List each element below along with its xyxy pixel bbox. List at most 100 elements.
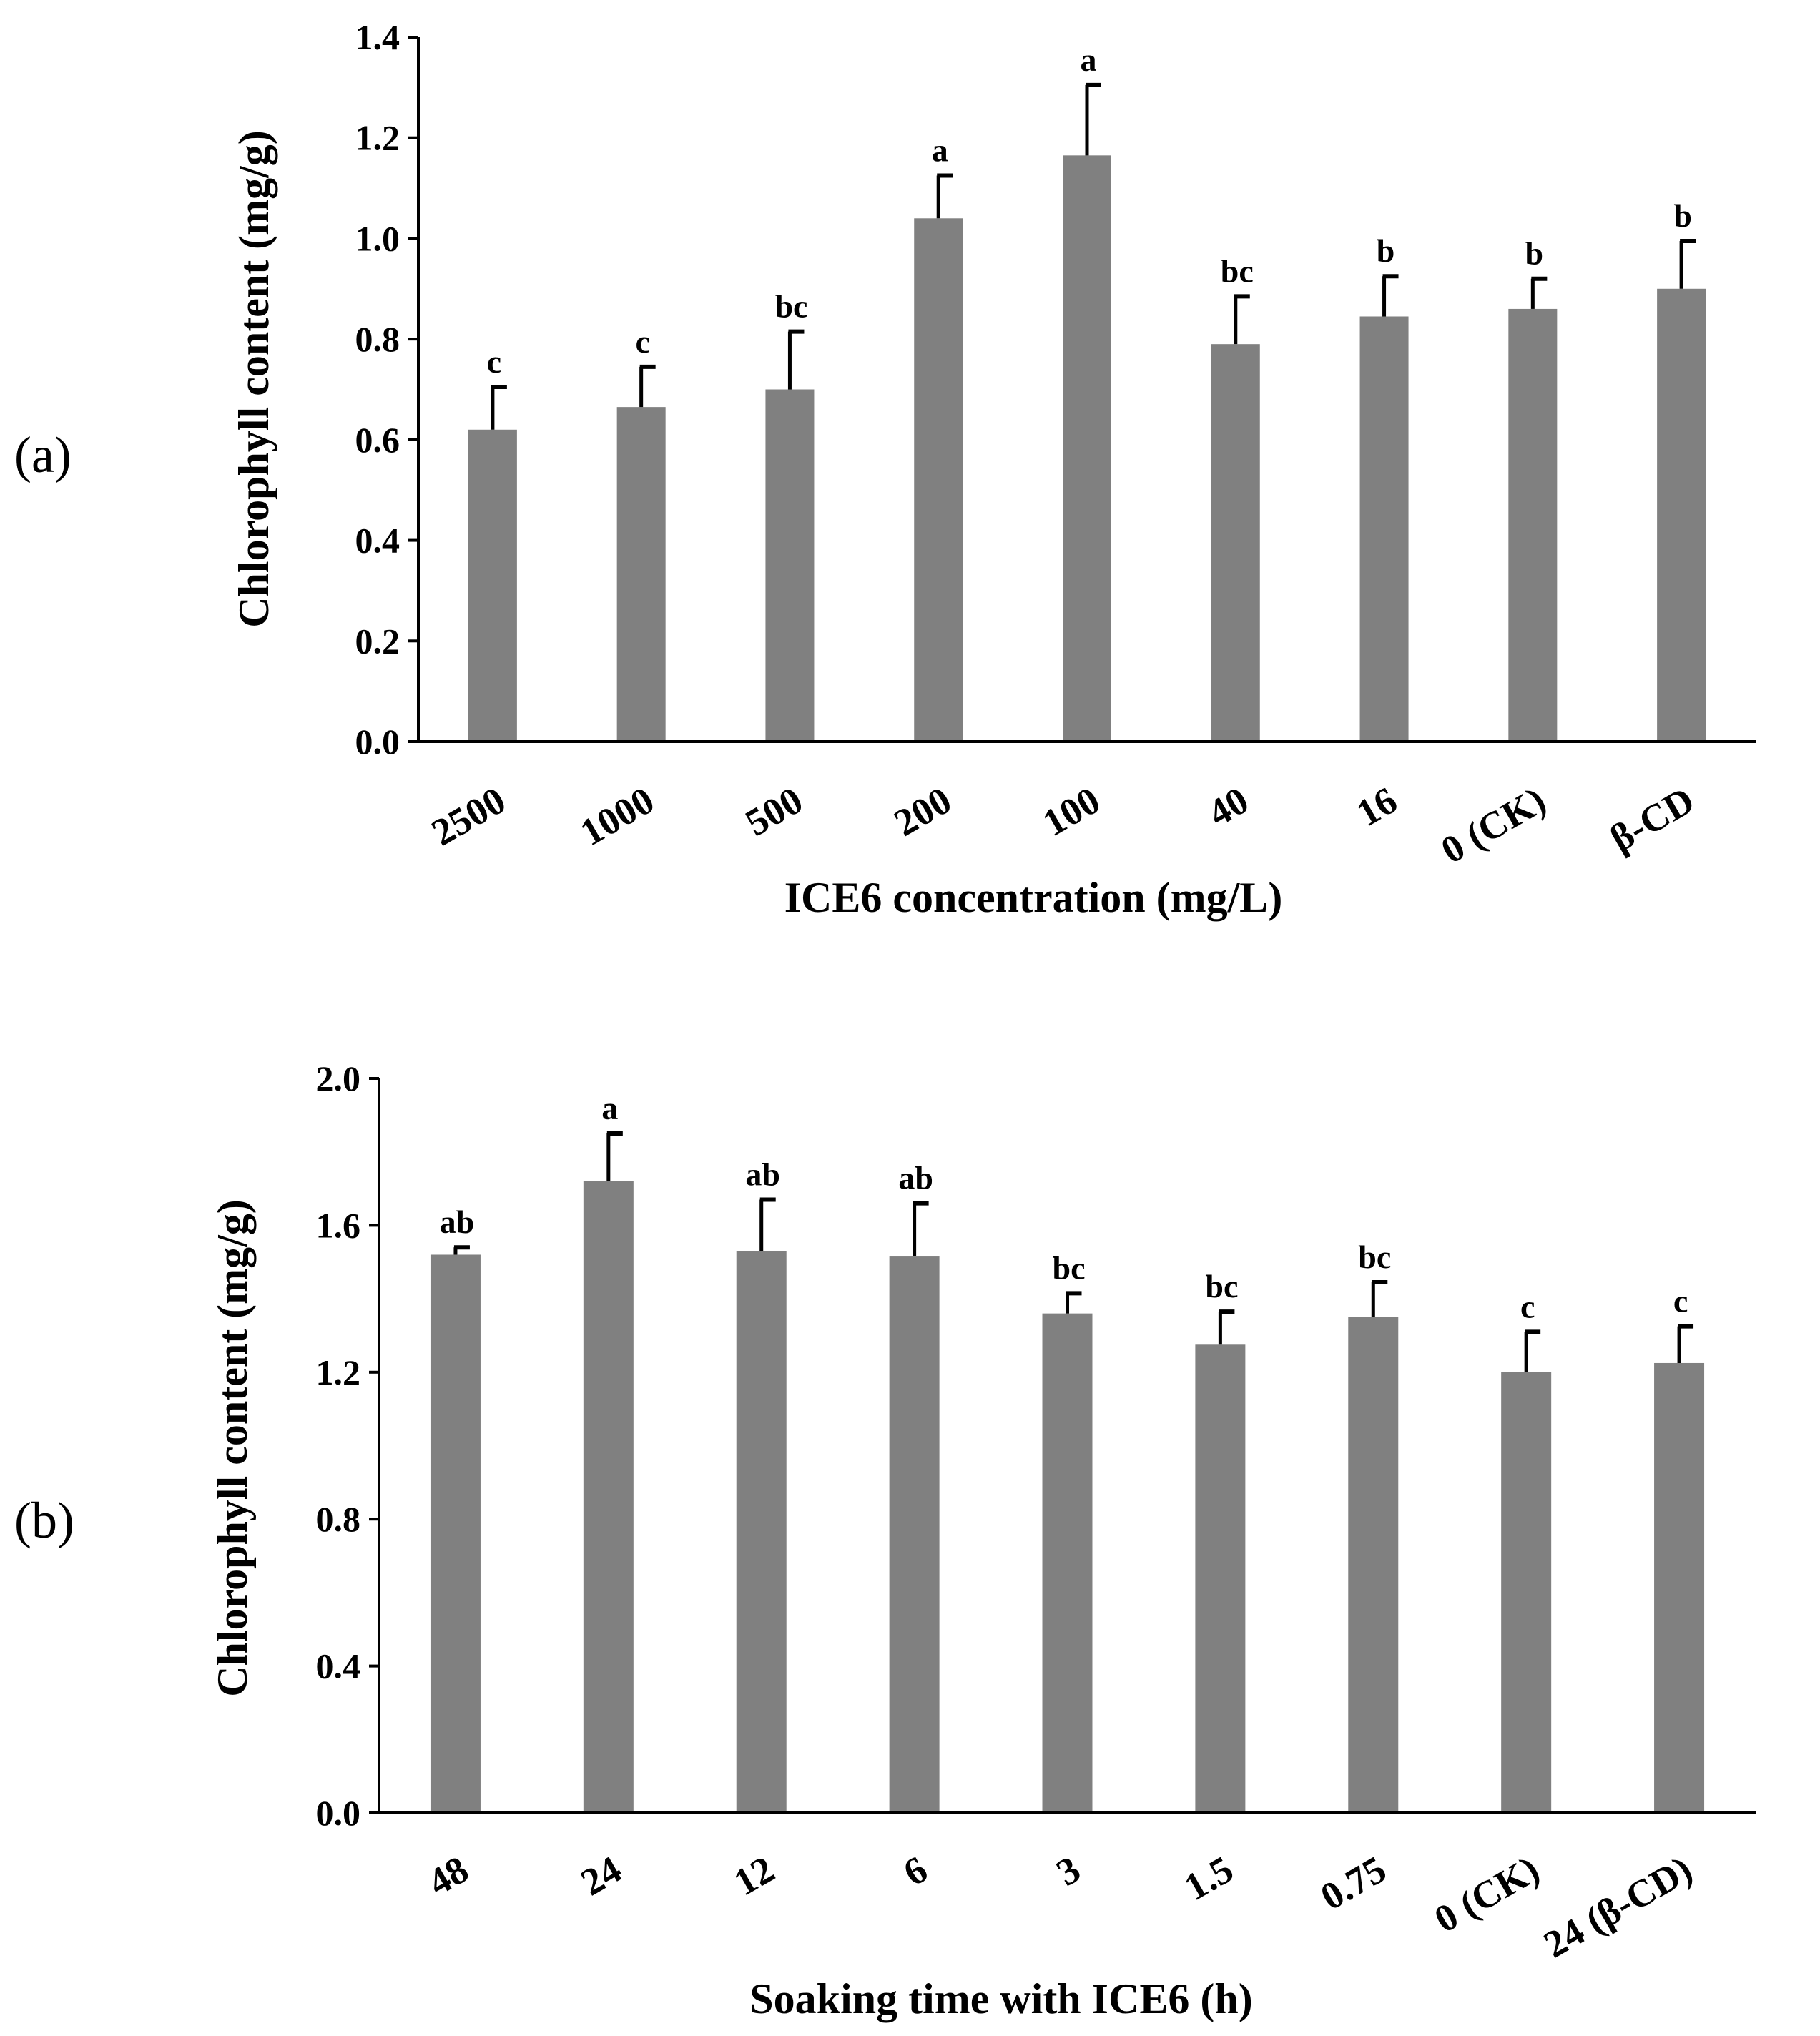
y-tick-label: 0.2 — [355, 621, 400, 661]
error-bar — [759, 1197, 776, 1251]
significance-label: a — [932, 132, 948, 168]
x-tick-label: 1.5 — [1177, 1847, 1240, 1909]
error-bar — [936, 173, 953, 219]
significance-label: a — [601, 1090, 618, 1126]
x-tick-label: 0.75 — [1313, 1847, 1393, 1918]
x-tick-labels-b: 48 24 12 6 3 1.5 0.75 0 (CK)24 (β-CD) — [420, 1847, 1699, 1966]
bar — [765, 389, 815, 742]
significance-label: ab — [440, 1204, 475, 1240]
bar — [1654, 1362, 1705, 1813]
bar — [1195, 1344, 1246, 1813]
error-bar — [1085, 82, 1101, 156]
bar — [1211, 344, 1260, 742]
x-tick-label: 500 — [738, 778, 810, 844]
y-tick-label: 1.4 — [355, 17, 400, 57]
error-bar — [1677, 1324, 1694, 1363]
bar — [914, 218, 963, 742]
bar — [583, 1181, 634, 1813]
y-tick-label: 0.4 — [355, 521, 400, 561]
x-axis-title-b: Soaking time with ICE6 (h) — [749, 1975, 1252, 2022]
error-bar — [606, 1131, 623, 1181]
y-tick-label: 1.6 — [316, 1205, 361, 1245]
significance-label: c — [1520, 1288, 1535, 1324]
x-tick-labels-a: 2500 1000 500 200 100 40 16 0 (CK) β-CD — [424, 778, 1701, 872]
bar — [1359, 316, 1409, 742]
significance-label: bc — [1053, 1249, 1086, 1286]
x-tick-label: 24 (β-CD) — [1537, 1847, 1699, 1966]
bar — [1657, 288, 1706, 742]
y-axis-title-a: Chlorophyll content (mg/g) — [230, 130, 277, 628]
y-axis-title-b: Chlorophyll content (mg/g) — [209, 1199, 256, 1697]
error-bar — [1066, 1291, 1082, 1314]
error-bar — [1382, 274, 1399, 317]
significance-label: b — [1673, 197, 1692, 234]
significance-label: a — [1081, 41, 1097, 78]
y-tick-label: 0.0 — [316, 1793, 361, 1833]
bar — [1063, 155, 1111, 742]
error-bar — [1234, 294, 1250, 345]
x-tick-label: 2500 — [424, 778, 513, 854]
significance-label: ab — [745, 1156, 780, 1192]
x-tick-label: 1000 — [573, 778, 661, 854]
bar — [430, 1254, 481, 1813]
y-tick-label: 1.2 — [355, 118, 400, 158]
y-tick-label: 1.2 — [316, 1352, 361, 1392]
significance-label: b — [1525, 235, 1544, 272]
error-bar — [787, 329, 805, 390]
panel-label-b: (b) — [14, 1492, 74, 1549]
error-bar — [913, 1201, 929, 1257]
y-ticks-b: 0.0 0.4 0.8 1.2 1.6 2.0 — [316, 1058, 379, 1833]
error-bar — [1530, 276, 1548, 309]
significance-label: bc — [1358, 1239, 1391, 1275]
x-tick-label: 24 — [574, 1847, 629, 1904]
x-tick-label: 0 (CK) — [1434, 778, 1553, 872]
error-bar — [1371, 1279, 1388, 1317]
bars-a: c c bc a a bc b b b — [468, 41, 1706, 742]
bar — [1042, 1313, 1093, 1813]
y-tick-label: 0.0 — [355, 722, 400, 762]
x-tick-label: 40 — [1201, 778, 1256, 835]
y-tick-label: 0.8 — [316, 1499, 361, 1539]
y-tick-label: 0.6 — [355, 420, 400, 460]
bar — [616, 407, 666, 742]
significance-label: c — [635, 323, 649, 360]
significance-label: b — [1377, 232, 1395, 269]
x-axis-title-a: ICE6 concentration (mg/L) — [784, 874, 1283, 921]
x-tick-label: 0 (CK) — [1427, 1847, 1546, 1941]
significance-label: bc — [774, 288, 807, 325]
bar — [736, 1251, 787, 1813]
x-tick-label: 48 — [420, 1847, 476, 1904]
bar — [1501, 1372, 1552, 1813]
bar — [889, 1256, 940, 1813]
significance-label: bc — [1205, 1268, 1238, 1304]
error-bar — [1218, 1309, 1235, 1345]
bar — [468, 429, 517, 742]
x-tick-label: 3 — [1049, 1847, 1087, 1894]
x-tick-label: β-CD — [1603, 778, 1701, 860]
significance-label: ab — [898, 1160, 933, 1196]
y-ticks-a: 0.0 0.2 0.4 0.6 0.8 1.0 1.2 1.4 — [355, 17, 418, 762]
error-bar — [639, 364, 656, 408]
x-tick-label: 16 — [1349, 778, 1405, 835]
error-bar — [1679, 238, 1696, 289]
y-tick-label: 0.4 — [316, 1646, 361, 1686]
y-tick-label: 0.8 — [355, 319, 400, 359]
error-bar — [491, 384, 507, 430]
chart-a: (a) Chlorophyll content (mg/g) ICE6 conc… — [14, 17, 1756, 921]
error-bar — [453, 1245, 470, 1255]
bar — [1508, 308, 1558, 742]
x-tick-label: 12 — [727, 1847, 782, 1904]
x-tick-label: 6 — [896, 1847, 934, 1894]
error-bar — [1524, 1329, 1541, 1372]
chart-b: (b) Chlorophyll content (mg/g) Soaking t… — [14, 1058, 1756, 2022]
bar — [1348, 1317, 1399, 1813]
significance-label: bc — [1221, 252, 1254, 289]
panel-label-a: (a) — [14, 426, 72, 483]
x-tick-label: 200 — [887, 778, 958, 844]
x-tick-label: 100 — [1036, 778, 1107, 844]
bars-b: ab a ab ab bc bc bc c c — [430, 1090, 1705, 1813]
significance-label: c — [487, 343, 501, 380]
y-tick-label: 2.0 — [316, 1058, 361, 1098]
significance-label: c — [1673, 1283, 1688, 1319]
